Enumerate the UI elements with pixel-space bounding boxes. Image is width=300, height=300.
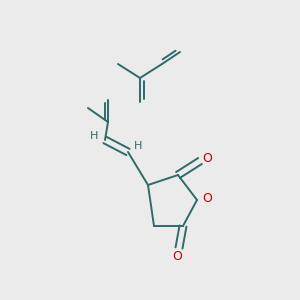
Text: H: H <box>90 131 98 141</box>
Text: O: O <box>202 152 212 166</box>
Text: H: H <box>134 141 142 151</box>
Text: O: O <box>202 191 212 205</box>
Text: O: O <box>172 250 182 262</box>
